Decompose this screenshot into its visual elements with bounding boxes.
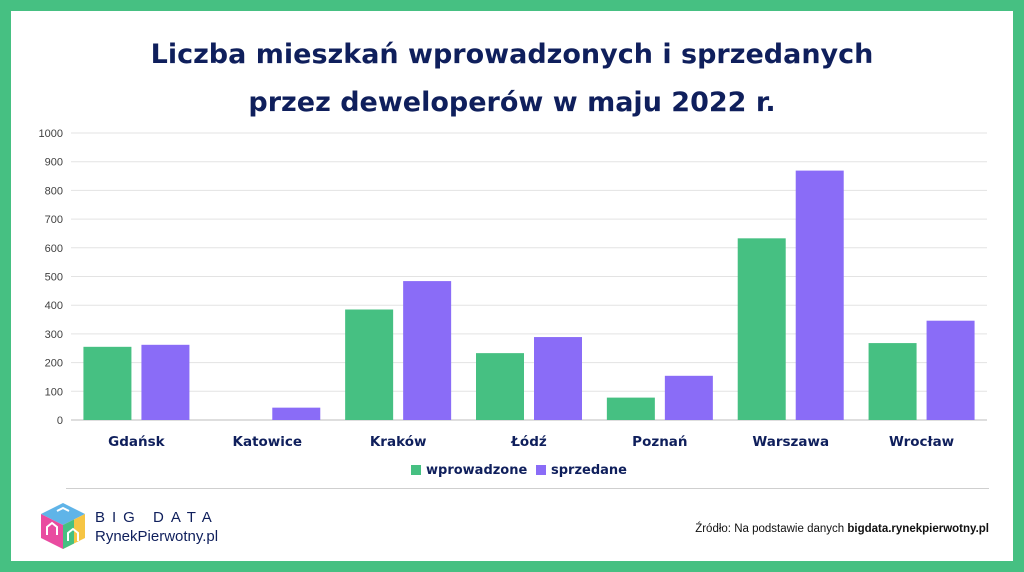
legend-swatch-wprowadzone xyxy=(411,465,421,475)
y-tick-label: 800 xyxy=(45,185,63,197)
legend-label-wprowadzone: wprowadzone xyxy=(426,463,527,478)
bar-sprzedane xyxy=(534,337,582,420)
brand-name: RynekPierwotny.pl xyxy=(95,528,219,545)
y-tick-label: 900 xyxy=(45,157,63,169)
y-tick-label: 400 xyxy=(45,300,63,312)
bar-chart: 0 100 200 300 400 500 600 700 800 900 1000 Gdańsk Ka… xyxy=(39,128,987,478)
rynekpierwotny-logo-icon xyxy=(41,503,85,549)
bar-sprzedane xyxy=(926,320,975,420)
bar-sprzedane xyxy=(141,344,190,420)
legend-swatch-sprzedane xyxy=(536,465,546,475)
source-note: Źródło: Na podstawie danych bigdata.ryne… xyxy=(695,523,989,535)
bar-wprowadzone xyxy=(476,353,524,420)
footer-divider xyxy=(66,488,989,489)
x-tick-label: Wrocław xyxy=(889,434,954,450)
y-tick-label: 1000 xyxy=(39,128,63,140)
bar-sprzedane xyxy=(795,170,844,420)
y-tick-label: 0 xyxy=(57,415,63,427)
y-tick-label: 500 xyxy=(45,272,63,284)
bar-sprzedane xyxy=(664,375,713,420)
x-tick-label: Łódź xyxy=(510,434,547,450)
x-tick-label: Katowice xyxy=(233,434,303,450)
chart-card: Liczba mieszkań wprowadzonych i sprzedan… xyxy=(11,11,1013,561)
y-tick-label: 700 xyxy=(45,214,63,226)
bar-wprowadzone xyxy=(345,309,394,420)
chart-title-line-2: przez deweloperów w maju 2022 r. xyxy=(248,87,776,118)
x-tick-label: Poznań xyxy=(632,434,687,450)
y-tick-label: 200 xyxy=(45,358,63,370)
bar-wprowadzone xyxy=(83,346,132,420)
bar-wprowadzone xyxy=(606,397,655,420)
bar-sprzedane xyxy=(272,407,321,420)
legend-label-sprzedane: sprzedane xyxy=(551,463,627,478)
source-link: bigdata.rynekpierwotny.pl xyxy=(847,523,989,535)
brand-big-data: BIG DATA xyxy=(95,509,219,526)
y-tick-label: 600 xyxy=(45,243,63,255)
bar-wprowadzone xyxy=(737,238,786,420)
bar-wprowadzone xyxy=(868,343,917,420)
chart-title: Liczba mieszkań wprowadzonych i sprzedan… xyxy=(11,31,1013,127)
x-tick-label: Gdańsk xyxy=(108,434,166,450)
source-prefix: Źródło: Na podstawie danych xyxy=(695,523,848,535)
x-tick-label: Kraków xyxy=(370,434,427,450)
chart-title-line-1: Liczba mieszkań wprowadzonych i sprzedan… xyxy=(150,39,874,70)
y-tick-label: 300 xyxy=(45,329,63,341)
bar-sprzedane xyxy=(403,281,452,420)
y-tick-label: 100 xyxy=(45,386,63,398)
x-tick-label: Warszawa xyxy=(752,434,829,450)
